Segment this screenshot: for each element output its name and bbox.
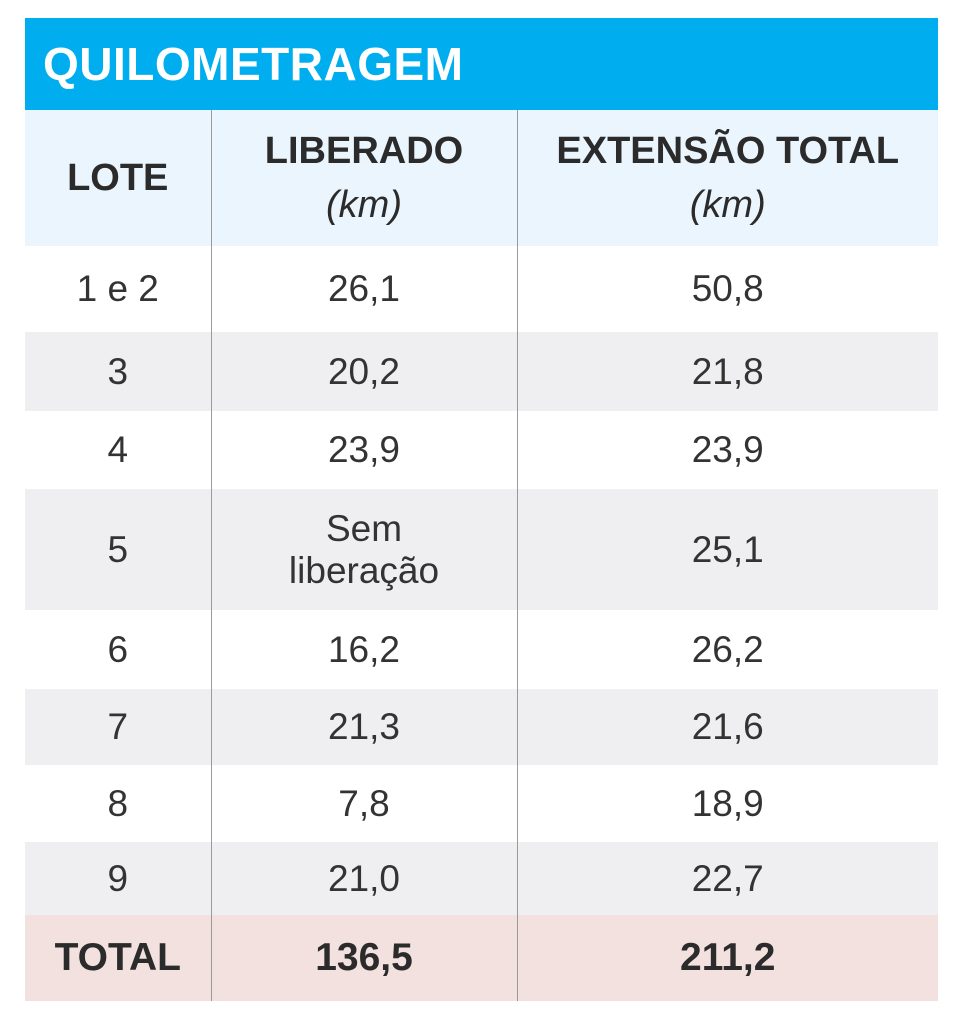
header-liberado-label: LIBERADO [264, 130, 464, 172]
cell-liberado: 23,9 [210, 411, 517, 489]
cell-liberado-line1: Sem [325, 507, 403, 549]
cell-lote: 3 [107, 350, 129, 392]
cell-liberado-line2: liberação [288, 549, 440, 591]
data-table: LOTE LIBERADO (km) EXTENSÃO TOTAL (km) 1… [25, 110, 938, 1001]
cell-lote: 8 [107, 782, 129, 824]
cell-total: 25,1 [516, 489, 938, 610]
cell-liberado: 16,2 [210, 610, 517, 689]
table-row: 8 7,8 18,9 [25, 765, 938, 842]
table-title: QUILOMETRAGEM [43, 38, 464, 90]
cell-total: 23,9 [516, 411, 938, 489]
total-liberado: 136,5 [210, 915, 517, 1001]
cell-liberado: 21,0 [210, 842, 517, 915]
cell-liberado: 21,3 [210, 689, 517, 765]
header-row: LOTE LIBERADO (km) EXTENSÃO TOTAL (km) [25, 110, 938, 246]
cell-total: 22,7 [516, 842, 938, 915]
total-row: TOTAL 136,5 211,2 [25, 915, 938, 1001]
table-row: 4 23,9 23,9 [25, 411, 938, 489]
header-lote: LOTE [67, 157, 169, 199]
table-row: 6 16,2 26,2 [25, 610, 938, 689]
total-extensao: 211,2 [516, 915, 938, 1001]
table-row: 7 21,3 21,6 [25, 689, 938, 765]
header-extensao-unit: (km) [689, 184, 766, 226]
cell-liberado: 7,8 [210, 765, 517, 842]
title-bar: QUILOMETRAGEM [25, 18, 938, 110]
quilometragem-table-card: QUILOMETRAGEM LOTE LIBERADO (km) EXTENSÃ… [25, 18, 938, 1001]
cell-total: 21,8 [516, 332, 938, 411]
cell-lote: 5 [107, 528, 129, 570]
table-row: 5 Sem liberação 25,1 [25, 489, 938, 610]
cell-lote: 7 [107, 706, 129, 747]
header-liberado: LIBERADO (km) [210, 110, 517, 246]
header-extensao-label: EXTENSÃO TOTAL [556, 130, 900, 172]
cell-total: 26,2 [516, 610, 938, 689]
table-row: 3 20,2 21,8 [25, 332, 938, 411]
cell-total: 21,6 [516, 689, 938, 765]
cell-liberado: 26,1 [210, 246, 517, 332]
cell-liberado: Sem liberação [210, 489, 517, 610]
cell-lote: 4 [107, 429, 129, 470]
table-row: 9 21,0 22,7 [25, 842, 938, 915]
cell-liberado: 20,2 [210, 332, 517, 411]
cell-total: 18,9 [516, 765, 938, 842]
table-row: 1 e 2 26,1 50,8 [25, 246, 938, 332]
cell-lote: 6 [107, 628, 129, 670]
total-label: TOTAL [54, 936, 181, 979]
header-liberado-unit: (km) [326, 184, 402, 226]
cell-lote: 1 e 2 [76, 268, 159, 309]
cell-lote: 9 [107, 857, 129, 899]
header-extensao: EXTENSÃO TOTAL (km) [516, 110, 938, 246]
cell-total: 50,8 [516, 246, 938, 332]
